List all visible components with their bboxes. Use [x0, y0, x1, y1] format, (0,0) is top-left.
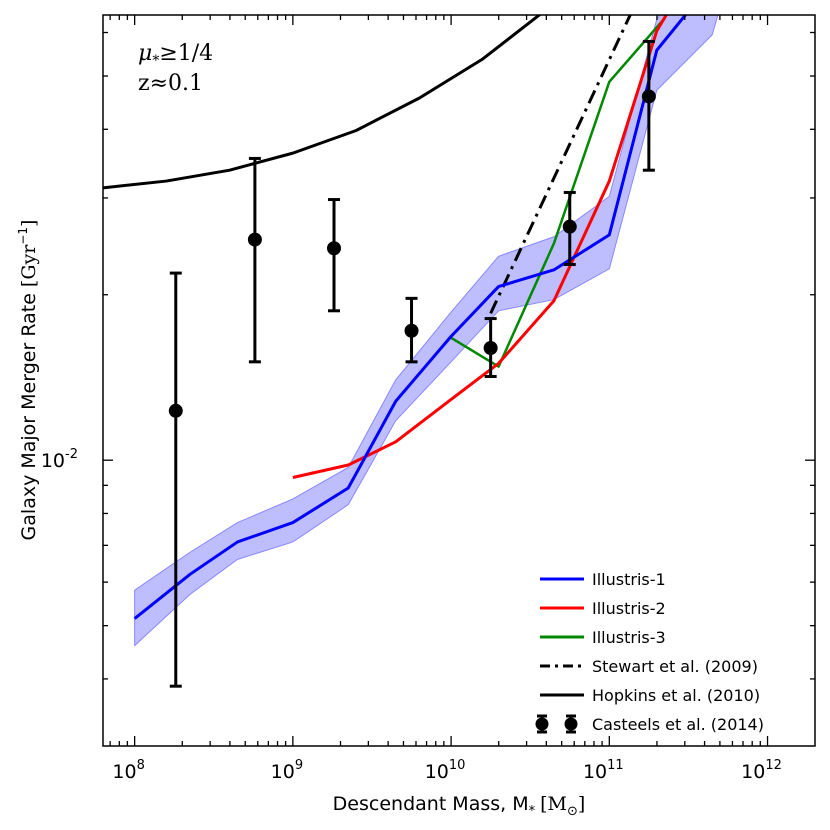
y-tick-label: 10-2 — [41, 447, 78, 472]
y-tick-label-exp: -2 — [65, 447, 78, 462]
x-tick-label: 109 — [271, 758, 303, 783]
series-line-illustris-2 — [292, 15, 668, 479]
x-tick-label: 1012 — [741, 758, 782, 783]
y-axis-label-unit-close: ] — [18, 220, 40, 227]
x-tick-label-base: 10 — [741, 761, 765, 783]
x-tick-label-exp: 10 — [449, 758, 466, 773]
casteels-data-point-4 — [483, 341, 498, 356]
x-tick-label-exp: 9 — [295, 758, 303, 773]
series-line-hopkins-et-al-2010 — [103, 15, 542, 190]
x-axis-label-unit-close: ] — [578, 793, 585, 815]
legend-label-3: Stewart et al. (2009) — [592, 657, 758, 676]
legend: Illustris-1 Illustris-2 Illustris-3 Stewart… — [535, 570, 764, 734]
annotation-mu: μ — [138, 41, 152, 66]
y-axis-label-unit-sup: −1 — [16, 227, 30, 245]
series-line-stewart-et-al-2009 — [489, 15, 632, 314]
x-axis-label-main: Descendant Mass, M — [333, 793, 529, 815]
casteels-data-point-1 — [247, 232, 262, 247]
x-tick-label: 1011 — [583, 758, 624, 783]
annotation-ratio: ≥1/4 — [159, 41, 213, 66]
x-tick-label: 108 — [112, 758, 144, 783]
axes-frame — [102, 14, 816, 747]
y-axis-label: Galaxy Major Merger Rate [Gyr−1] — [16, 220, 40, 541]
x-tick-label-exp: 8 — [137, 758, 145, 773]
annotation-redshift: z≈0.1 — [138, 71, 203, 96]
legend-label-1: Illustris-2 — [592, 599, 666, 618]
casteels-data-point-2 — [327, 241, 342, 256]
casteels-data-point-0 — [168, 403, 183, 418]
legend-label-4: Hopkins et al. (2010) — [592, 686, 760, 705]
x-axis-label-unit: [M — [540, 793, 567, 815]
x-tick-label-exp: 11 — [607, 758, 624, 773]
x-tick-label-base: 10 — [425, 761, 449, 783]
x-tick-label-exp: 12 — [765, 758, 782, 773]
legend-label-2: Illustris-3 — [592, 628, 666, 647]
x-axis-label: Descendant Mass, M* [M⊙] — [333, 793, 586, 819]
illustris-1-band — [134, 15, 719, 647]
casteels-data-point-3 — [404, 323, 419, 338]
series-line-illustris-1 — [133, 15, 688, 620]
annotation-mu-sub: * — [152, 53, 159, 69]
y-axis-label-main: Galaxy Major Merger Rate — [18, 287, 40, 540]
casteels-data-point-6 — [641, 89, 656, 104]
x-tick-label-base: 10 — [112, 761, 136, 783]
x-axis-label-unit-sub: ⊙ — [567, 804, 578, 819]
plot-content — [103, 15, 719, 688]
series-layer — [103, 15, 719, 688]
casteels-data-point-5 — [562, 219, 577, 234]
ticks — [103, 15, 815, 746]
x-tick-label: 1010 — [425, 758, 466, 783]
legend-errorbar-marker-1 — [564, 717, 578, 731]
legend-label-5: Casteels et al. (2014) — [592, 715, 764, 734]
x-tick-label-base: 10 — [583, 761, 607, 783]
x-tick-label-base: 10 — [271, 761, 295, 783]
x-axis-label-sub: * — [529, 804, 536, 819]
annotation-mu-ratio: μ*≥1/4 — [138, 41, 213, 69]
legend-label-0: Illustris-1 — [592, 570, 666, 589]
legend-errorbar-marker-0 — [535, 717, 549, 731]
y-axis-label-unit: [Gyr — [18, 244, 40, 287]
y-tick-label-base: 10 — [41, 450, 65, 472]
